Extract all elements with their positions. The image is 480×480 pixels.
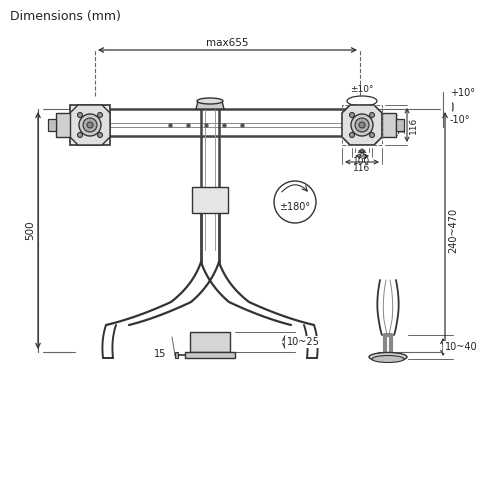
Bar: [192, 187, 228, 213]
Text: 100: 100: [353, 157, 371, 166]
Bar: [190, 332, 230, 352]
Text: 116: 116: [353, 164, 371, 173]
Bar: [396, 119, 404, 131]
Text: 15: 15: [154, 349, 166, 359]
Text: 240~470: 240~470: [448, 208, 458, 253]
Text: 75: 75: [390, 118, 399, 130]
Ellipse shape: [197, 98, 223, 104]
Text: ±180°: ±180°: [279, 202, 311, 212]
Circle shape: [370, 112, 374, 118]
Bar: [56, 113, 70, 137]
Circle shape: [349, 112, 355, 118]
Text: 75: 75: [356, 152, 368, 161]
Bar: [185, 352, 235, 358]
Text: -10°: -10°: [450, 115, 470, 125]
Circle shape: [83, 118, 97, 132]
Polygon shape: [342, 105, 382, 145]
Text: 10~25: 10~25: [287, 337, 319, 347]
Bar: [382, 113, 396, 137]
Text: 500: 500: [25, 221, 35, 240]
Bar: [175, 352, 178, 358]
Text: Dimensions (mm): Dimensions (mm): [10, 10, 121, 23]
Circle shape: [351, 114, 373, 136]
Bar: [342, 105, 382, 145]
Bar: [48, 119, 56, 131]
Text: max655: max655: [206, 38, 249, 48]
Circle shape: [97, 112, 103, 118]
Circle shape: [97, 132, 103, 137]
Circle shape: [77, 112, 83, 118]
Text: ±10°: ±10°: [350, 85, 374, 94]
Circle shape: [370, 132, 374, 137]
Polygon shape: [70, 105, 110, 145]
Circle shape: [355, 118, 369, 132]
Text: 10~40: 10~40: [444, 342, 477, 352]
Bar: [70, 105, 110, 145]
Text: 100: 100: [398, 115, 407, 132]
Text: +10°: +10°: [450, 88, 475, 98]
Ellipse shape: [372, 356, 404, 362]
Ellipse shape: [369, 352, 407, 361]
Circle shape: [87, 122, 93, 128]
Circle shape: [77, 132, 83, 137]
Circle shape: [79, 114, 101, 136]
Text: 116: 116: [409, 116, 418, 133]
Circle shape: [349, 132, 355, 137]
Circle shape: [359, 122, 365, 128]
Polygon shape: [196, 101, 224, 109]
